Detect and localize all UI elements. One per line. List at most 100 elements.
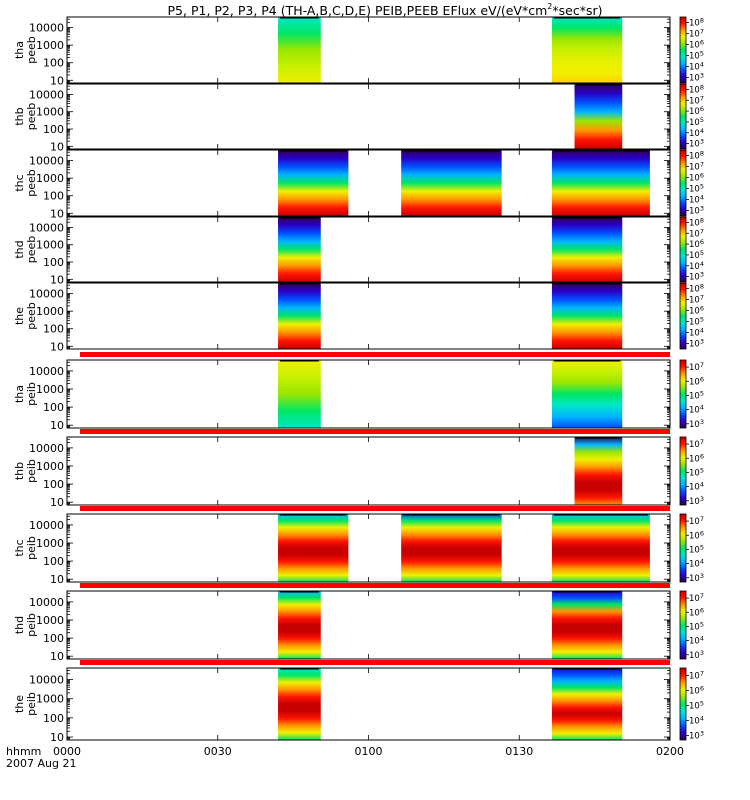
y-tick-label: 10 [50, 731, 64, 744]
x-tick-label: 0030 [204, 745, 232, 758]
colorbar-label: 106 [689, 685, 704, 697]
panel-probe-label: thb [13, 462, 26, 480]
colorbar-label: 107 [689, 28, 704, 40]
colorbar-label: 107 [689, 361, 704, 373]
spectrogram-interval [278, 150, 349, 216]
y-tick-label: 1000 [36, 239, 64, 252]
colorbar-label: 103 [689, 271, 704, 283]
panel-probe-label: the [13, 307, 26, 325]
spectrogram-interval [278, 591, 321, 659]
colorbar-label: 103 [689, 649, 704, 661]
colorbar-label: 105 [689, 316, 704, 328]
colorbar-label: 103 [689, 205, 704, 217]
panel-product-label: peeb [25, 302, 38, 330]
y-tick-label: 10 [50, 650, 64, 663]
colorbar-label: 107 [689, 438, 704, 450]
colorbar-label: 104 [689, 127, 704, 139]
y-tick-label: 1000 [36, 172, 64, 185]
panel-probe-label: the [13, 695, 26, 713]
y-tick-label: 100 [43, 632, 64, 645]
colorbar-label: 103 [689, 72, 704, 84]
y-tick-label: 1000 [36, 460, 64, 473]
colorbar-label: 107 [689, 161, 704, 173]
colorbar-label: 105 [689, 466, 704, 478]
y-tick-label: 1000 [36, 383, 64, 396]
colorbar-label: 105 [689, 116, 704, 128]
y-tick-label: 100 [43, 712, 64, 725]
y-tick-label: 10 [50, 340, 64, 353]
colorbar-label: 108 [689, 283, 704, 295]
colorbar-gradient [679, 216, 687, 283]
y-tick-label: 1000 [36, 537, 64, 550]
colorbar-label: 106 [689, 105, 704, 117]
colorbar: 103 104 105 106 107 [679, 436, 704, 507]
colorbar-label: 108 [689, 83, 704, 95]
y-axis: 10 100 1000 10000 [29, 667, 670, 744]
panel-product-label: peib [25, 613, 38, 637]
y-axis: 10 100 1000 10000 [29, 282, 670, 353]
colorbar-label: 107 [689, 670, 704, 682]
y-axis: 10 100 1000 10000 [29, 590, 670, 663]
colorbar-label: 107 [689, 515, 704, 527]
y-tick-label: 1000 [36, 305, 64, 318]
colorbar-label: 104 [689, 715, 704, 727]
colorbar-gradient [679, 83, 687, 150]
colorbar-label: 104 [689, 194, 704, 206]
colorbar-label: 108 [689, 17, 704, 29]
y-tick-label: 100 [43, 57, 64, 70]
y-axis: 10 100 1000 10000 [29, 359, 670, 432]
colorbar-gradient [679, 16, 687, 84]
y-axis: 10 100 1000 10000 [29, 16, 670, 87]
y-tick-label: 10000 [29, 155, 64, 168]
y-tick-label: 100 [43, 478, 64, 491]
panel-probe-label: thb [13, 107, 26, 125]
colorbar-label: 108 [689, 150, 704, 162]
spectrogram-interval [574, 84, 623, 149]
colorbar: 103 104 105 106 107 [679, 513, 704, 584]
quality-flag-bar [80, 429, 670, 434]
panel-product-label: peeb [25, 236, 38, 264]
spectrogram-interval [551, 591, 623, 659]
colorbar-label: 104 [689, 61, 704, 73]
quality-flag-bar [80, 660, 670, 665]
spectrogram-interval [278, 668, 321, 740]
colorbar-label: 104 [689, 327, 704, 339]
colorbar-label: 105 [689, 50, 704, 62]
spectrogram-interval [401, 514, 502, 582]
colorbar-label: 105 [689, 249, 704, 261]
y-tick-label: 1000 [36, 39, 64, 52]
spectrogram-interval [574, 437, 623, 505]
colorbar-label: 104 [689, 404, 704, 416]
y-tick-label: 10000 [29, 221, 64, 234]
y-tick-label: 100 [43, 323, 64, 336]
colorbar-label: 106 [689, 529, 704, 541]
colorbar-gradient [679, 359, 687, 429]
colorbar-label: 105 [689, 620, 704, 632]
y-tick-label: 10 [50, 273, 64, 286]
panel-product-label: peib [25, 536, 38, 560]
spectrogram-interval [551, 217, 623, 282]
spectrogram-interval [278, 514, 349, 582]
colorbar-label: 107 [689, 94, 704, 106]
panel-product-label: peeb [25, 36, 38, 64]
colorbar-label: 108 [689, 216, 704, 228]
y-tick-label: 10 [50, 573, 64, 586]
panel-product-label: peib [25, 692, 38, 716]
y-tick-label: 1000 [36, 614, 64, 627]
y-tick-label: 100 [43, 123, 64, 136]
panel-product-label: peeb [25, 103, 38, 131]
time-axis: 0000 0030 0100 0130 0200 [53, 745, 684, 758]
panel-probe-label: thc [13, 174, 26, 191]
colorbar-label: 106 [689, 606, 704, 618]
spectrogram-interval [278, 360, 321, 428]
colorbar-label: 103 [689, 338, 704, 350]
